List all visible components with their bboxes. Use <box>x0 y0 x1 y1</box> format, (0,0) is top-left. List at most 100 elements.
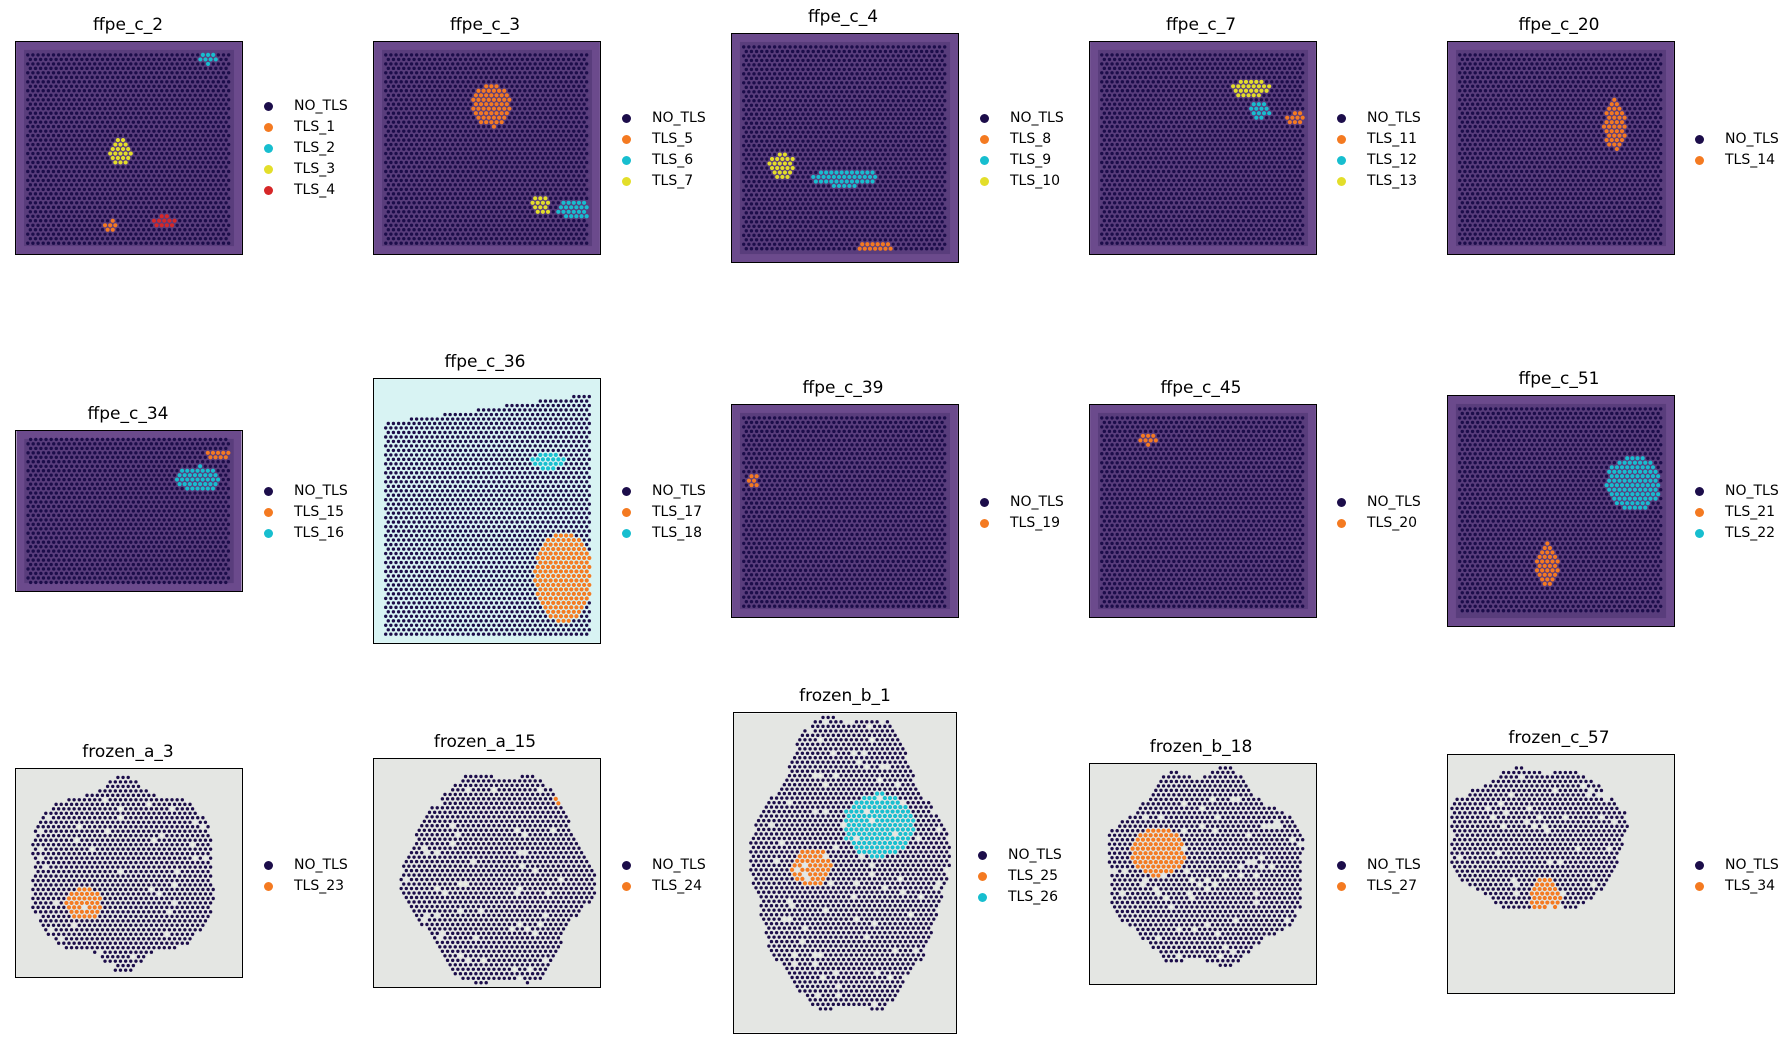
spot-mark <box>458 147 463 151</box>
spot-mark <box>435 106 439 111</box>
spot-mark <box>883 85 888 90</box>
spot-mark <box>123 106 128 111</box>
spot-mark <box>530 200 535 205</box>
spot-mark <box>113 124 118 129</box>
spot-mark <box>584 80 589 84</box>
spot-mark <box>157 228 161 232</box>
spot-mark <box>471 89 476 93</box>
spot-mark <box>123 196 128 201</box>
spot-mark <box>384 80 388 84</box>
spot-mark <box>82 80 87 84</box>
spot-mark <box>67 169 71 174</box>
spot-mark <box>427 57 432 62</box>
spot-mark <box>214 111 218 115</box>
spot-mark <box>458 57 463 62</box>
spot-mark <box>481 106 486 111</box>
spot-mark <box>438 93 442 97</box>
spot-mark <box>214 165 218 169</box>
spot-mark <box>394 89 398 93</box>
spot-mark <box>834 116 839 121</box>
spot-mark <box>914 157 919 161</box>
legend-label: TLS_1 <box>294 117 335 137</box>
spot-mark <box>523 124 527 129</box>
spot-mark <box>870 143 875 148</box>
spot-mark <box>536 156 540 160</box>
spot-mark <box>100 120 105 124</box>
spot-mark <box>389 80 393 84</box>
spot-mark <box>404 98 409 102</box>
spot-mark <box>188 219 192 223</box>
spot-mark <box>742 63 746 67</box>
spot-mark <box>407 120 411 124</box>
spot-mark <box>208 75 213 80</box>
spot-mark <box>538 232 542 236</box>
spot-mark <box>435 133 439 138</box>
spot-mark <box>453 111 457 115</box>
spot-mark <box>451 196 455 201</box>
spot-mark <box>935 202 939 206</box>
spot-mark <box>837 166 841 170</box>
spot-mark <box>178 57 182 62</box>
spot-mark <box>113 106 118 111</box>
spot-mark <box>201 98 205 102</box>
spot-mark <box>754 94 759 98</box>
spot-mark <box>796 175 800 179</box>
spot-mark <box>116 93 120 97</box>
spot-mark <box>790 49 795 54</box>
spot-mark <box>752 108 756 112</box>
spot-mark <box>548 133 553 138</box>
spot-mark <box>837 94 841 98</box>
spot-mark <box>559 223 563 227</box>
spot-mark <box>414 160 419 165</box>
spot-mark <box>69 84 74 88</box>
spot-mark <box>100 138 105 142</box>
spot-mark <box>832 166 836 170</box>
spot-mark <box>121 236 125 241</box>
spot-mark <box>118 187 123 192</box>
spot-mark <box>412 57 416 62</box>
spot-mark <box>793 54 797 58</box>
spot-mark <box>433 75 437 80</box>
spot-mark <box>473 93 478 98</box>
spot-mark <box>765 193 769 197</box>
spot-mark <box>54 236 58 241</box>
spot-mark <box>507 178 512 183</box>
spot-mark <box>814 170 818 175</box>
spot-mark <box>193 219 197 223</box>
spot-mark <box>554 160 558 165</box>
spot-mark <box>44 183 48 187</box>
spot-mark <box>90 228 94 232</box>
spot-mark <box>389 178 393 183</box>
spot-mark <box>742 134 746 139</box>
spot-mark <box>566 120 571 124</box>
spot-mark <box>868 121 872 125</box>
spot-mark <box>443 120 447 124</box>
spot-mark <box>785 148 790 152</box>
spot-mark <box>556 75 561 80</box>
spot-mark <box>747 63 751 67</box>
spot-mark <box>561 165 566 169</box>
spot-mark <box>396 111 401 115</box>
spot-mark <box>90 236 94 241</box>
spot-mark <box>396 138 401 142</box>
spot-mark <box>837 130 841 134</box>
spot-mark <box>819 152 823 157</box>
spot-mark <box>469 66 473 71</box>
spot-mark <box>149 151 154 156</box>
spot-mark <box>927 134 931 139</box>
spot-mark <box>51 142 56 147</box>
spot-mark <box>901 116 906 121</box>
spot-mark <box>891 143 895 148</box>
spot-mark <box>438 147 442 151</box>
spot-mark <box>26 124 30 129</box>
spot-mark <box>811 103 815 107</box>
spot-mark <box>62 178 66 183</box>
spot-mark <box>178 120 182 124</box>
spot-mark <box>430 151 434 156</box>
spot-mark <box>515 120 519 124</box>
spot-mark <box>742 45 746 49</box>
spot-mark <box>115 147 120 152</box>
spot-mark <box>224 120 228 124</box>
spot-mark <box>842 183 847 189</box>
spot-mark <box>518 241 522 245</box>
